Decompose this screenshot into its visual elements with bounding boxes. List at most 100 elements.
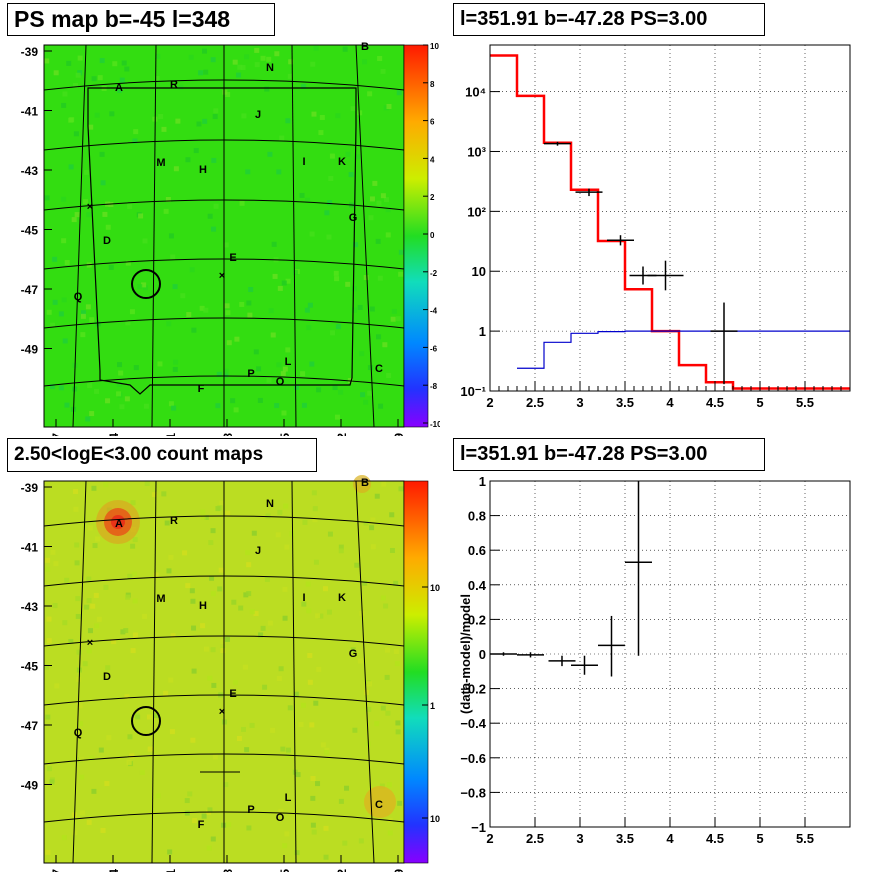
- noise-pixel: [118, 370, 124, 376]
- noise-pixel: [208, 540, 214, 546]
- noise-pixel: [310, 775, 316, 781]
- noise-pixel: [266, 56, 272, 62]
- noise-pixel: [206, 845, 212, 851]
- noise-pixel: [89, 755, 95, 761]
- noise-pixel: [78, 756, 84, 762]
- noise-pixel: [375, 238, 381, 244]
- x-tick-label: 2: [486, 395, 493, 410]
- noise-pixel: [315, 781, 321, 787]
- noise-pixel: [124, 694, 130, 700]
- x-tick-label: 357: [50, 869, 64, 872]
- noise-pixel: [292, 269, 298, 275]
- noise-pixel: [103, 584, 109, 590]
- y-tick-label: 1: [479, 324, 486, 339]
- noise-pixel: [108, 264, 114, 270]
- noise-pixel: [133, 365, 139, 371]
- noise-pixel: [46, 616, 52, 622]
- position-cross: ×: [219, 706, 225, 718]
- background-histogram: [517, 330, 850, 369]
- noise-pixel: [45, 566, 51, 572]
- noise-pixel: [254, 62, 260, 68]
- noise-pixel: [280, 746, 286, 752]
- noise-pixel: [322, 586, 328, 592]
- noise-pixel: [357, 304, 363, 310]
- noise-pixel: [125, 594, 131, 600]
- noise-pixel: [225, 310, 231, 316]
- noise-pixel: [200, 514, 206, 520]
- noise-pixel: [213, 108, 219, 114]
- noise-pixel: [61, 835, 67, 841]
- noise-pixel: [393, 580, 399, 586]
- source-label-e: E: [229, 688, 236, 700]
- y-tick-label: 10: [472, 264, 486, 279]
- y-tick-label: 0.4: [468, 578, 487, 593]
- source-label-f: F: [198, 819, 205, 831]
- noise-pixel: [45, 714, 51, 720]
- noise-pixel: [210, 647, 216, 653]
- noise-pixel: [294, 384, 300, 390]
- x-tick-label: 5.5: [796, 395, 814, 410]
- noise-pixel: [248, 287, 254, 293]
- noise-pixel: [245, 550, 251, 556]
- noise-pixel: [223, 372, 229, 378]
- noise-pixel: [161, 491, 167, 497]
- noise-pixel: [226, 822, 232, 828]
- source-label-k: K: [338, 592, 346, 604]
- noise-pixel: [374, 721, 380, 727]
- noise-pixel: [363, 399, 369, 405]
- noise-pixel: [72, 830, 78, 836]
- y-tick-label: -47: [21, 283, 39, 297]
- noise-pixel: [312, 517, 318, 523]
- noise-pixel: [264, 576, 270, 582]
- noise-pixel: [220, 648, 226, 654]
- noise-pixel: [190, 737, 196, 743]
- noise-pixel: [360, 392, 366, 398]
- noise-pixel: [376, 200, 382, 206]
- noise-pixel: [387, 830, 393, 836]
- noise-pixel: [279, 135, 285, 141]
- noise-pixel: [242, 664, 248, 670]
- noise-pixel: [173, 166, 179, 172]
- noise-pixel: [135, 714, 141, 720]
- noise-pixel: [192, 818, 198, 824]
- noise-pixel: [132, 537, 138, 543]
- noise-pixel: [394, 661, 400, 667]
- noise-pixel: [161, 126, 167, 132]
- noise-pixel: [100, 827, 106, 833]
- noise-pixel: [253, 349, 259, 355]
- noise-pixel: [276, 676, 282, 682]
- y-tick-label: -49: [21, 343, 39, 357]
- noise-pixel: [210, 591, 216, 597]
- source-label-c: C: [375, 363, 383, 375]
- x-tick-label: 351: [164, 869, 178, 872]
- y-tick-label: 10⁴: [465, 85, 486, 100]
- noise-pixel: [376, 334, 382, 340]
- noise-pixel: [186, 312, 192, 318]
- noise-pixel: [382, 342, 388, 348]
- noise-pixel: [268, 308, 274, 314]
- noise-pixel: [144, 481, 150, 487]
- noise-pixel: [138, 213, 144, 219]
- noise-pixel: [274, 403, 280, 409]
- tl-title: PS map b=-45 l=348: [7, 3, 275, 36]
- noise-pixel: [202, 48, 208, 54]
- noise-pixel: [210, 57, 216, 63]
- noise-pixel: [301, 83, 307, 89]
- skymap-bottom-panel: × × A B C D E F G H I J K L M N O P Q R -39 -41 -43 -45 -47 -49 35…: [0, 472, 440, 872]
- skymap-top-panel: × × A B C D E F G H I J K L M N O P Q R -39 -41 -43 -45 -47 -49 35…: [0, 36, 440, 436]
- source-label-j: J: [255, 109, 261, 121]
- source-label-k: K: [338, 156, 346, 168]
- noise-pixel: [102, 211, 108, 217]
- noise-pixel: [318, 613, 324, 619]
- noise-pixel: [369, 196, 375, 202]
- noise-pixel: [318, 130, 324, 136]
- noise-pixel: [383, 105, 389, 111]
- noise-pixel: [104, 781, 110, 787]
- skymap-bottom: × × A B C D E F G H I J K L M N O P Q R -39 -41 -43 -45 -47 -49 35…: [21, 475, 440, 872]
- source-label-q: Q: [74, 291, 83, 303]
- noise-pixel: [211, 226, 217, 232]
- colorbar-tick-label: 1: [430, 701, 435, 711]
- noise-pixel: [91, 76, 97, 82]
- y-tick-label: -39: [21, 481, 39, 495]
- noise-pixel: [124, 396, 130, 402]
